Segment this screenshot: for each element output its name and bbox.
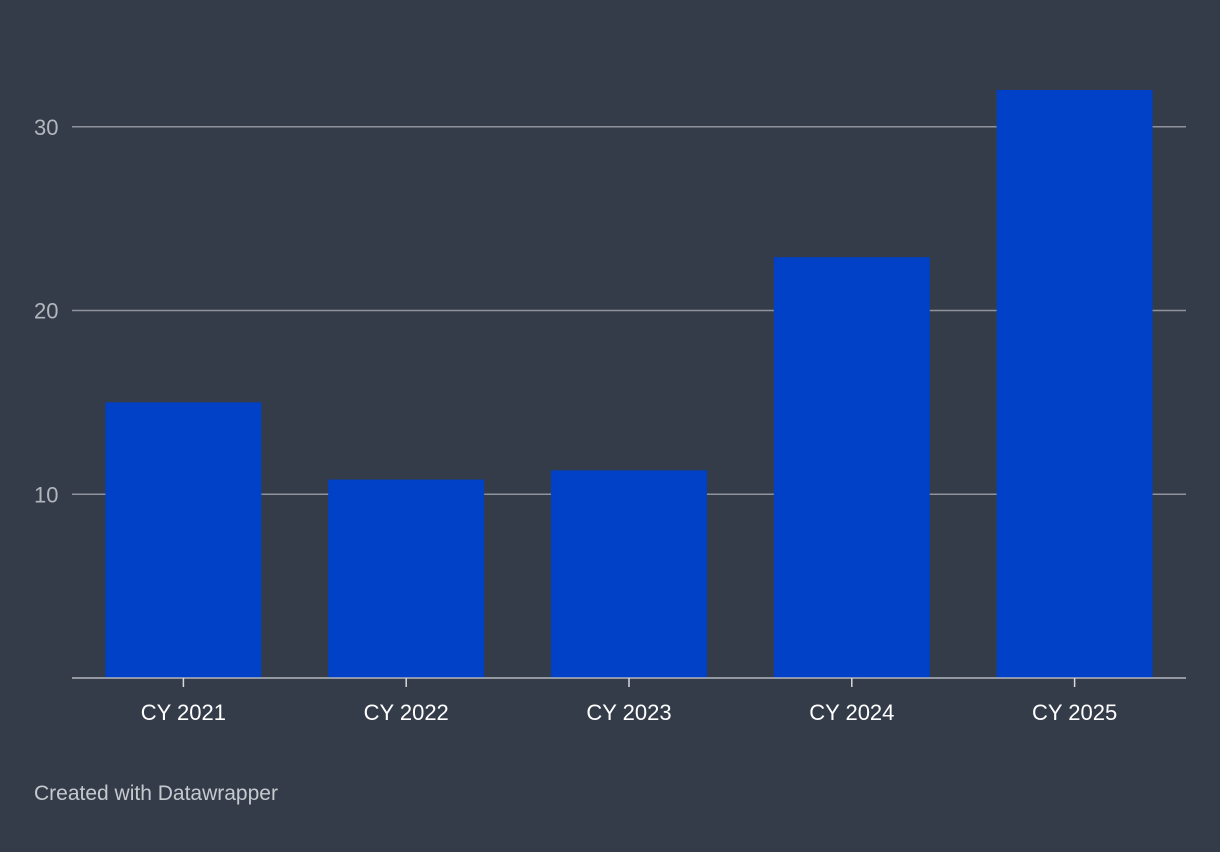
y-tick-label: 30 bbox=[34, 115, 58, 140]
x-axis-tick-labels: CY 2021 CY 2022 CY 2023 CY 2024 CY 2025 bbox=[141, 700, 1117, 725]
bars bbox=[105, 90, 1153, 678]
y-tick-label: 10 bbox=[34, 482, 58, 507]
x-tick-label: CY 2025 bbox=[1032, 700, 1117, 725]
bar-cy-2024 bbox=[773, 257, 930, 678]
bar-cy-2022 bbox=[328, 479, 485, 678]
credit-text: Created with Datawrapper bbox=[34, 782, 278, 805]
y-axis-tick-labels: 10 20 30 bbox=[34, 115, 58, 508]
x-tick-label: CY 2021 bbox=[141, 700, 226, 725]
x-axis bbox=[72, 677, 1186, 687]
y-tick-label: 20 bbox=[34, 299, 58, 324]
bar-cy-2025 bbox=[996, 90, 1153, 678]
x-tick-label: CY 2023 bbox=[586, 700, 671, 725]
bar-cy-2023 bbox=[551, 470, 707, 678]
x-tick-label: CY 2024 bbox=[809, 700, 894, 725]
bar-cy-2021 bbox=[105, 402, 262, 678]
x-tick-label: CY 2022 bbox=[364, 700, 449, 725]
